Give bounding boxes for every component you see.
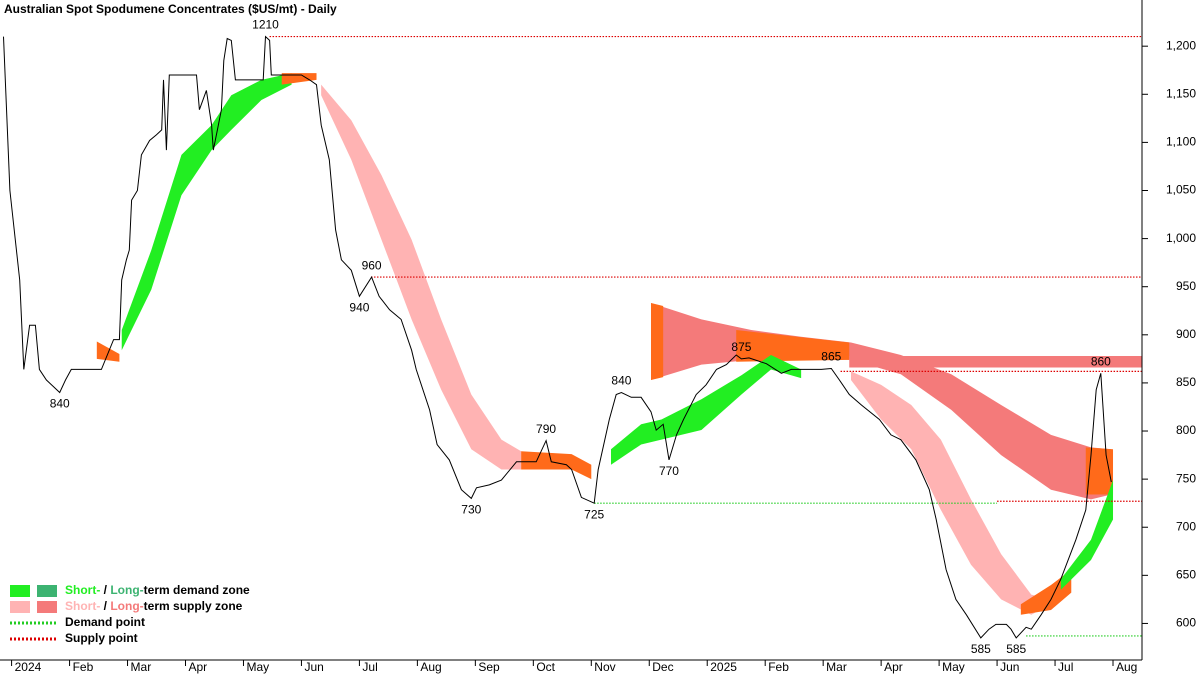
zone [850, 371, 1051, 615]
legend-swatch [10, 601, 30, 613]
y-tick-label: 1,050 [1166, 183, 1196, 197]
y-tick-label: 1,150 [1166, 86, 1196, 100]
x-tick-label: 2025 [710, 660, 737, 674]
zone [321, 84, 522, 470]
x-tick-label: Mar [131, 660, 152, 674]
zone [96, 341, 120, 362]
annotation: 790 [536, 422, 556, 436]
x-tick-label: Mar [826, 660, 847, 674]
annotation: 865 [821, 350, 841, 364]
legend-label: Supply point [65, 631, 138, 645]
y-tick-label: 950 [1176, 279, 1196, 293]
x-tick-label: Jul [1058, 660, 1073, 674]
x-tick-label: Feb [73, 660, 94, 674]
legend-text: / [100, 599, 110, 613]
annotation: 585 [971, 642, 991, 656]
annotation: 585 [1006, 642, 1026, 656]
legend-swatch [10, 585, 30, 597]
legend-label: Short- / Long-term supply zone [65, 599, 243, 613]
zone [610, 355, 802, 465]
x-tick-label: Dec [652, 660, 673, 674]
y-tick-label: 700 [1176, 519, 1196, 533]
zone [1060, 480, 1114, 590]
x-tick-label: Feb [768, 660, 789, 674]
legend-text: term supply zone [144, 599, 243, 613]
x-tick-label: Apr [189, 660, 208, 674]
y-tick-label: 1,000 [1166, 231, 1196, 245]
legend-text: Supply point [65, 631, 138, 645]
annotation: 770 [659, 464, 679, 478]
x-tick-label: May [246, 660, 269, 674]
x-tick-label: Apr [884, 660, 903, 674]
x-tick-label: Jun [304, 660, 323, 674]
legend-text: Long- [110, 599, 143, 613]
x-tick-label: Jul [362, 660, 377, 674]
plot-area [3, 35, 1142, 639]
annotation: 840 [50, 397, 70, 411]
legend-swatch [37, 601, 57, 613]
legend-text: term demand zone [144, 583, 250, 597]
y-tick-label: 600 [1176, 616, 1196, 630]
annotation: 960 [362, 258, 382, 272]
x-tick-label: Nov [594, 660, 615, 674]
legend-label: Demand point [65, 615, 145, 629]
y-tick-label: 850 [1176, 375, 1196, 389]
x-tick-label: 2024 [15, 660, 42, 674]
zone [1085, 447, 1114, 495]
legend-text: Short- [65, 583, 100, 597]
annotation: 940 [349, 300, 369, 314]
annotation: 730 [461, 503, 481, 517]
y-tick-label: 1,200 [1166, 38, 1196, 52]
annotation: 840 [611, 374, 631, 388]
y-tick-label: 1,100 [1166, 135, 1196, 149]
zone [650, 303, 664, 381]
zone [736, 330, 850, 362]
legend-text: Short- [65, 599, 100, 613]
legend-label: Short- / Long-term demand zone [65, 583, 250, 597]
legend-text: Demand point [65, 615, 145, 629]
legend-swatch [37, 585, 57, 597]
chart-title: Australian Spot Spodumene Concentrates (… [4, 2, 337, 16]
annotation: 860 [1091, 354, 1111, 368]
y-tick-label: 750 [1176, 471, 1196, 485]
annotation: 1210 [252, 18, 279, 32]
legend-text: / [100, 583, 110, 597]
annotation: 875 [731, 340, 751, 354]
zone [1020, 569, 1072, 615]
zone [849, 355, 1142, 368]
legend-text: Long- [110, 583, 143, 597]
x-tick-label: Aug [420, 660, 441, 674]
y-tick-label: 650 [1176, 568, 1196, 582]
annotation: 725 [584, 507, 604, 521]
price-line [3, 35, 1112, 639]
x-tick-label: Oct [536, 660, 555, 674]
x-tick-label: Aug [1116, 660, 1137, 674]
x-tick-label: May [942, 660, 965, 674]
x-tick-label: Sep [478, 660, 500, 674]
zone [281, 73, 317, 85]
x-tick-label: Jun [1000, 660, 1019, 674]
y-tick-label: 900 [1176, 327, 1196, 341]
zone [521, 451, 592, 480]
y-tick-label: 800 [1176, 423, 1196, 437]
